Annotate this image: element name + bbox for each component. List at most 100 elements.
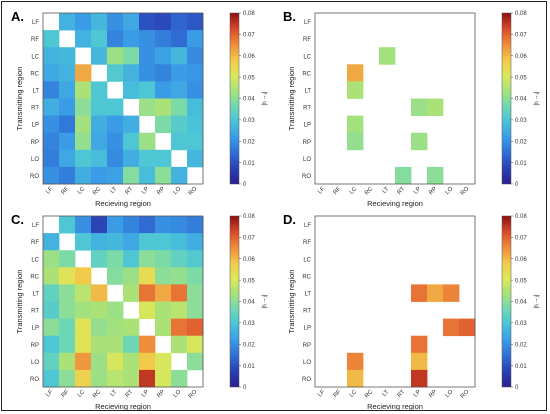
cell-LO-RF xyxy=(59,352,76,371)
colorbar-tick-label: 0.02 xyxy=(515,342,527,348)
cell-LP-RO xyxy=(187,318,204,337)
x-tick-label: LC xyxy=(349,186,359,196)
cell-RF-RO xyxy=(187,30,204,48)
cell-LP-LO xyxy=(443,318,460,337)
x-tick-label: RO xyxy=(460,186,471,197)
cell-RT-RP xyxy=(155,301,172,319)
cell-RO-RF xyxy=(59,166,76,185)
cell-RP-RO xyxy=(187,132,204,151)
x-tick-label: RP xyxy=(156,186,166,196)
cell-LO-LP xyxy=(139,149,156,168)
cell-LO-LP xyxy=(411,352,428,371)
cell-LT-RP xyxy=(427,284,444,302)
y-tick-label: LF xyxy=(32,20,39,26)
cell-LC-RC xyxy=(91,47,108,65)
cell-RT-LT xyxy=(107,98,124,116)
y-tick-label: LF xyxy=(32,223,39,229)
cell-LC-RC xyxy=(91,250,108,268)
y-tick-label: RC xyxy=(30,274,39,280)
cell-LC-LT xyxy=(107,250,124,268)
cell-LP-RC xyxy=(91,115,108,134)
plot-border xyxy=(314,12,476,185)
colorbar-tick-label: 0.04 xyxy=(515,300,527,306)
y-tick-label: RT xyxy=(31,106,39,112)
cell-LP-RO xyxy=(187,115,204,134)
x-tick-label: RC xyxy=(92,389,103,400)
cell-RP-LO xyxy=(171,335,188,354)
cell-RO-RT xyxy=(123,166,140,185)
cell-RC-RF xyxy=(59,64,76,82)
x-axis-title: Recieving region xyxy=(367,199,423,208)
cell-LT-RF xyxy=(59,284,76,302)
cell-RO-LP xyxy=(411,369,428,388)
cell-RP-RT xyxy=(123,132,140,151)
y-tick-label: RO xyxy=(302,174,311,180)
cell-LC-RP xyxy=(155,47,172,65)
y-tick-label: RC xyxy=(302,274,311,280)
x-tick-label: LO xyxy=(445,389,455,399)
cell-RO-LC xyxy=(347,369,364,388)
x-tick-label: RO xyxy=(188,186,199,197)
cell-RP-LC xyxy=(75,335,92,354)
cell-LT-LP xyxy=(411,284,428,302)
x-tick-label: LP xyxy=(141,186,150,195)
cell-RC-LC xyxy=(347,64,364,82)
cell-LF-LC xyxy=(75,216,92,234)
colorbar-tick-label: 0.08 xyxy=(515,11,527,17)
colorbar-tick-label: 0.05 xyxy=(515,75,527,81)
x-tick-label: RO xyxy=(460,389,471,400)
cell-LT-LO xyxy=(171,81,188,99)
cell-RF-RT xyxy=(123,30,140,48)
cell-RO-RP xyxy=(427,166,444,185)
cell-LT-LO xyxy=(171,284,188,302)
cell-LT-RC xyxy=(91,284,108,302)
cell-LF-LO xyxy=(171,13,188,31)
cell-RT-LC xyxy=(75,98,92,116)
x-tick-label: LF xyxy=(45,389,54,398)
x-axis-title: Recieving region xyxy=(95,199,151,208)
colorbar-tick-label: 0.04 xyxy=(243,97,255,103)
colorbar-tick-label: 0.08 xyxy=(515,214,527,220)
cell-RT-RC xyxy=(91,98,108,116)
cell-RC-RO xyxy=(187,267,204,285)
panel-label: C. xyxy=(11,212,24,227)
cell-RT-LO xyxy=(171,98,188,116)
cell-RF-LP xyxy=(139,233,156,251)
cell-RC-RT xyxy=(123,64,140,82)
cell-RP-RC xyxy=(91,132,108,151)
cell-LT-LP xyxy=(139,81,156,99)
plot-border xyxy=(314,215,476,388)
x-tick-label: LC xyxy=(349,389,359,399)
cell-RO-LC xyxy=(75,166,92,185)
cell-LC-RT xyxy=(123,250,140,268)
colorbar-tick-label: 0.02 xyxy=(243,342,255,348)
x-tick-label: LC xyxy=(77,389,87,399)
cell-RO-LC xyxy=(75,369,92,388)
heatmap-panel-b: B. LF RF LC RC LT RT LP RP LO RO LF RF LC RC LT RT LP RP LO… xyxy=(283,9,540,208)
heatmap-panel-c: C. LF RF LC RC LT RT LP RP LO RO LF RF LC RC LT RT LP RP LO… xyxy=(11,212,268,411)
x-tick-label: RF xyxy=(61,186,71,196)
cell-RO-LT xyxy=(107,369,124,388)
y-tick-label: LP xyxy=(304,123,311,129)
x-tick-label: RF xyxy=(61,389,71,399)
cell-LP-LC xyxy=(75,318,92,337)
x-tick-label: LT xyxy=(110,186,119,195)
cell-RP-RF xyxy=(59,132,76,151)
cell-LP-LO xyxy=(171,318,188,337)
colorbar-tick-label: 0.04 xyxy=(515,97,527,103)
colorbar-tick-label: 0.01 xyxy=(243,161,255,167)
cell-LC-LO xyxy=(171,47,188,65)
cell-RC-RP xyxy=(155,64,172,82)
cell-LF-RO xyxy=(187,13,204,31)
x-tick-label: LT xyxy=(382,389,391,398)
cell-RT-RF xyxy=(59,98,76,116)
cell-RT-LP xyxy=(139,301,156,319)
y-tick-label: LP xyxy=(32,123,39,129)
y-tick-label: LO xyxy=(303,360,311,366)
colorbar-tick-label: 0.03 xyxy=(243,321,255,327)
cell-RC-LO xyxy=(171,267,188,285)
cell-RT-LF xyxy=(43,98,60,116)
colorbar-tick-label: 0.02 xyxy=(515,139,527,145)
